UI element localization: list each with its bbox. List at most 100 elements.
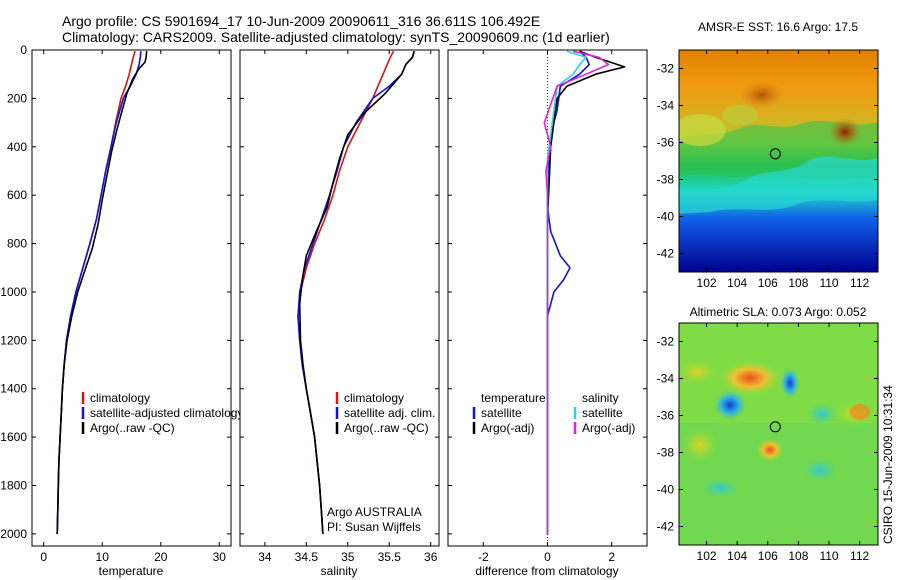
y-tick-label: 1800 (0, 479, 27, 493)
x-tick-label: 2 (608, 550, 615, 564)
plot-frame (31, 49, 232, 547)
series-line-argo-raw-qc- (56, 51, 148, 534)
annotation-pi: PI: Susan Wijffels (327, 520, 421, 534)
temperature-axis: 0 10 20 30 (40, 50, 226, 564)
profile-lines (56, 50, 148, 534)
map-y-tick-label: -34 (657, 372, 675, 386)
map-x-tick-label: 104 (727, 276, 747, 290)
legend-label-satellite: satellite adj. clim. (344, 406, 435, 420)
sla-low-anomaly (780, 367, 800, 399)
sst-map-panel: AMSR-E SST: 16.6 Argo: 17.5 102 104 106 108… (657, 20, 879, 290)
legend-label-climatology: climatology (90, 391, 150, 405)
legend-title-temperature: temperature (481, 391, 546, 405)
profile-lines (297, 50, 415, 534)
x-tick-label: 30 (213, 550, 227, 564)
y-tick-label: 400 (7, 140, 27, 154)
map-x-tick-label: 106 (758, 549, 778, 563)
legend: temperature satellite Argo(-adj) salinit… (472, 391, 635, 435)
argo-location-marker (769, 148, 781, 160)
map-y-tick-label: -34 (657, 99, 675, 113)
map-y-tick-label: -40 (657, 483, 675, 497)
sst-map-title: AMSR-E SST: 16.6 Argo: 17.5 (698, 20, 858, 34)
x-tick-label: 34.5 (295, 550, 319, 564)
map-x-tick-label: 102 (697, 549, 717, 563)
sla-high-anomaly (850, 404, 870, 420)
map-y-tick-label: -36 (657, 136, 675, 150)
x-tick-label: 34 (258, 550, 272, 564)
sst-cool-patch (679, 114, 726, 146)
sla-map-title: Altimetric SLA: 0.073 Argo: 0.052 (690, 305, 867, 319)
sla-low-anomaly (802, 458, 838, 482)
sla-map-panel: Altimetric SLA: 0.073 Argo: 0.052 102 104… (657, 305, 879, 563)
map-x-tick-label: 112 (850, 549, 869, 563)
temperature-panel: 0 200 400 600 800 1000 1200 1400 1600 1800 2000 0 1… (0, 43, 243, 578)
sst-warm-patch (829, 118, 861, 146)
series-line-salinity-argo-adj- (543, 50, 610, 534)
map-x-tick-label: 102 (697, 276, 717, 290)
legend-label-argo: Argo(..raw -QC) (344, 421, 429, 435)
y-tick-label: 1000 (0, 285, 27, 299)
map-x-tick-label: 112 (850, 276, 869, 290)
salinity-axis: 34 34.5 35 35.5 36 (258, 50, 438, 564)
sla-low-anomaly (713, 389, 747, 421)
sla-low-anomaly (806, 402, 838, 426)
x-tick-label: 0 (544, 550, 551, 564)
annotation-institution: Argo AUSTRALIA (327, 505, 422, 519)
map-x-tick-label: 108 (788, 549, 808, 563)
depth-axis (240, 49, 439, 535)
sst-map-axes: 102 104 106 108 110 112 -32 -34 -36 -38 -40 -42 (657, 50, 878, 290)
legend-label-temp-argo: Argo(-adj) (481, 421, 534, 435)
side-timestamp-label: CSIRO 15-Jun-2009 10:31:34 (881, 385, 895, 544)
map-y-tick-label: -36 (657, 409, 675, 423)
map-y-tick-label: -40 (657, 210, 675, 224)
map-y-tick-label: -42 (657, 247, 675, 261)
x-tick-label: 10 (96, 550, 110, 564)
sla-map-frame (678, 322, 879, 546)
map-x-tick-label: 106 (758, 276, 778, 290)
x-tick-label: -2 (478, 550, 489, 564)
depth-axis (448, 49, 647, 535)
map-x-tick-label: 110 (819, 276, 838, 290)
map-y-tick-label: -38 (657, 173, 675, 187)
x-tick-label: 36 (424, 550, 438, 564)
y-tick-label: 200 (7, 91, 27, 105)
map-y-tick-label: -32 (657, 62, 675, 76)
sst-heatmap (679, 50, 878, 272)
sla-high-anomaly (718, 360, 782, 396)
map-x-tick-label: 104 (727, 549, 747, 563)
map-y-tick-label: -42 (657, 520, 675, 534)
legend-label-sal-satellite: satellite (582, 406, 623, 420)
plot-frame (239, 49, 440, 547)
y-tick-label: 2000 (0, 527, 27, 541)
series-line-argo-raw-qc- (298, 50, 415, 534)
y-tick-label: 1600 (0, 430, 27, 444)
sla-map-axes: 102 104 106 108 110 112 -32 -34 -36 -38 -40 -42 (657, 323, 878, 563)
sst-front-cyan (679, 156, 878, 214)
x-axis-label: temperature (99, 564, 164, 578)
map-y-tick-label: -38 (657, 446, 675, 460)
legend-label-temp-satellite: satellite (481, 406, 522, 420)
x-axis-label: salinity (321, 564, 358, 578)
sla-high-anomaly (679, 358, 719, 386)
y-tick-label: 600 (7, 188, 27, 202)
figure-title-line2: Climatology: CARS2009. Satellite-adjuste… (62, 29, 610, 45)
sst-warm-patch (740, 81, 784, 109)
sst-map-frame (678, 49, 879, 273)
legend-label-argo: Argo(..raw -QC) (90, 421, 175, 435)
map-x-tick-label: 110 (819, 549, 838, 563)
map-y-tick-label: -32 (657, 335, 675, 349)
sla-heatmap (679, 323, 878, 545)
sla-high-anomaly (680, 427, 720, 463)
legend-label-sal-argo: Argo(-adj) (582, 421, 635, 435)
legend: climatology satellite adj. clim. Argo(..… (335, 391, 435, 435)
depth-axis: 0 200 400 600 800 1000 1200 1400 1600 1800 2000 (0, 43, 231, 541)
map-x-tick-label: 108 (788, 276, 808, 290)
sst-cool-patch (722, 105, 758, 125)
difference-lines (543, 50, 626, 534)
legend-label-satellite: satellite-adjusted climatology (90, 406, 243, 420)
sla-low-anomaly (700, 478, 740, 498)
y-tick-label: 1200 (0, 333, 27, 347)
difference-axis: -2 0 2 (478, 50, 615, 564)
figure-title-line1: Argo profile: CS 5901694_17 10-Jun-2009 … (62, 13, 540, 29)
